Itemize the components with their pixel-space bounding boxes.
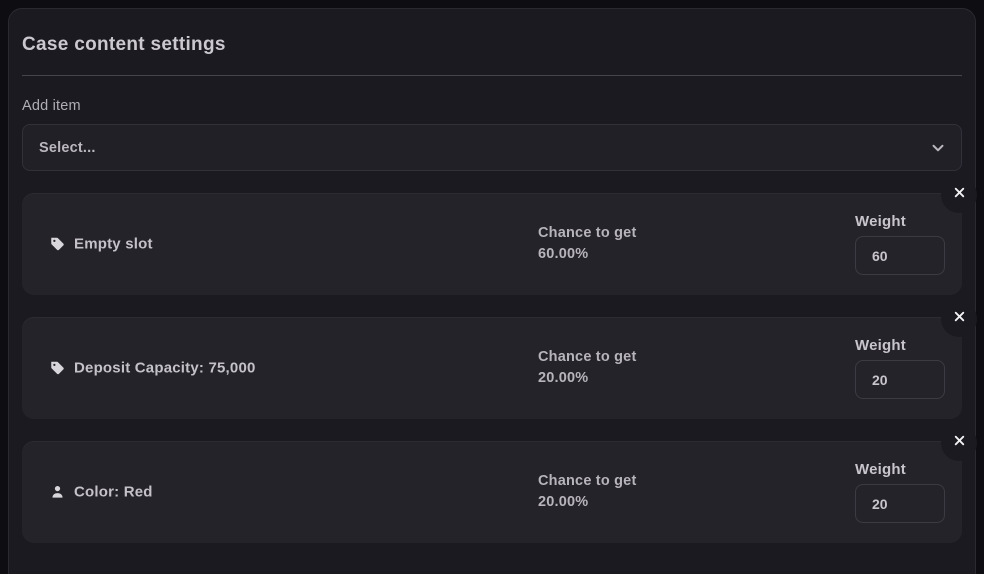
item-name: Empty slot	[74, 235, 153, 253]
item-name-group: Deposit Capacity: 75,000	[50, 360, 256, 377]
weight-label: Weight	[855, 337, 906, 354]
weight-label: Weight	[855, 213, 906, 230]
chevron-down-icon	[929, 139, 947, 157]
weight-input[interactable]	[855, 360, 945, 399]
weight-block: Weight	[855, 337, 945, 399]
panel-content: Case content settings Add item Select...	[9, 9, 977, 543]
chance-label: Chance to get	[538, 225, 637, 241]
item-name-group: Empty slot	[50, 236, 153, 253]
close-icon	[953, 434, 966, 452]
case-item-card: Empty slot Chance to get 60.00% Weight	[22, 177, 977, 295]
case-content-settings-panel: Case content settings Add item Select...	[8, 8, 977, 574]
chance-block: Chance to get 20.00%	[538, 471, 636, 513]
tag-icon	[50, 361, 65, 376]
chance-value: 20.00%	[538, 494, 589, 510]
weight-label: Weight	[855, 461, 906, 478]
chance-value: 20.00%	[538, 370, 589, 386]
remove-item-button[interactable]	[941, 425, 977, 461]
item-name: Deposit Capacity: 75,000	[74, 359, 256, 377]
weight-block: Weight	[855, 213, 945, 275]
chance-block: Chance to get 60.00%	[538, 223, 636, 265]
case-item-card: Color: Red Chance to get 20.00% Weight	[22, 425, 977, 543]
case-items-list: Empty slot Chance to get 60.00% Weight	[22, 177, 977, 543]
tag-icon	[50, 237, 65, 252]
chance-label: Chance to get	[538, 349, 637, 365]
weight-input[interactable]	[855, 484, 945, 523]
add-item-select[interactable]: Select...	[22, 124, 962, 171]
select-placeholder: Select...	[39, 139, 96, 156]
add-item-label: Add item	[22, 98, 81, 114]
close-icon	[953, 186, 966, 204]
page-title: Case content settings	[22, 34, 226, 55]
close-icon	[953, 310, 966, 328]
weight-input[interactable]	[855, 236, 945, 275]
weight-block: Weight	[855, 461, 945, 523]
chance-block: Chance to get 20.00%	[538, 347, 636, 389]
chance-label: Chance to get	[538, 473, 637, 489]
user-icon	[50, 485, 65, 500]
remove-item-button[interactable]	[941, 301, 977, 337]
item-name-group: Color: Red	[50, 484, 153, 501]
item-name: Color: Red	[74, 483, 153, 501]
case-item-card: Deposit Capacity: 75,000 Chance to get 2…	[22, 301, 977, 419]
divider	[22, 75, 962, 76]
remove-item-button[interactable]	[941, 177, 977, 213]
chance-value: 60.00%	[538, 246, 589, 262]
